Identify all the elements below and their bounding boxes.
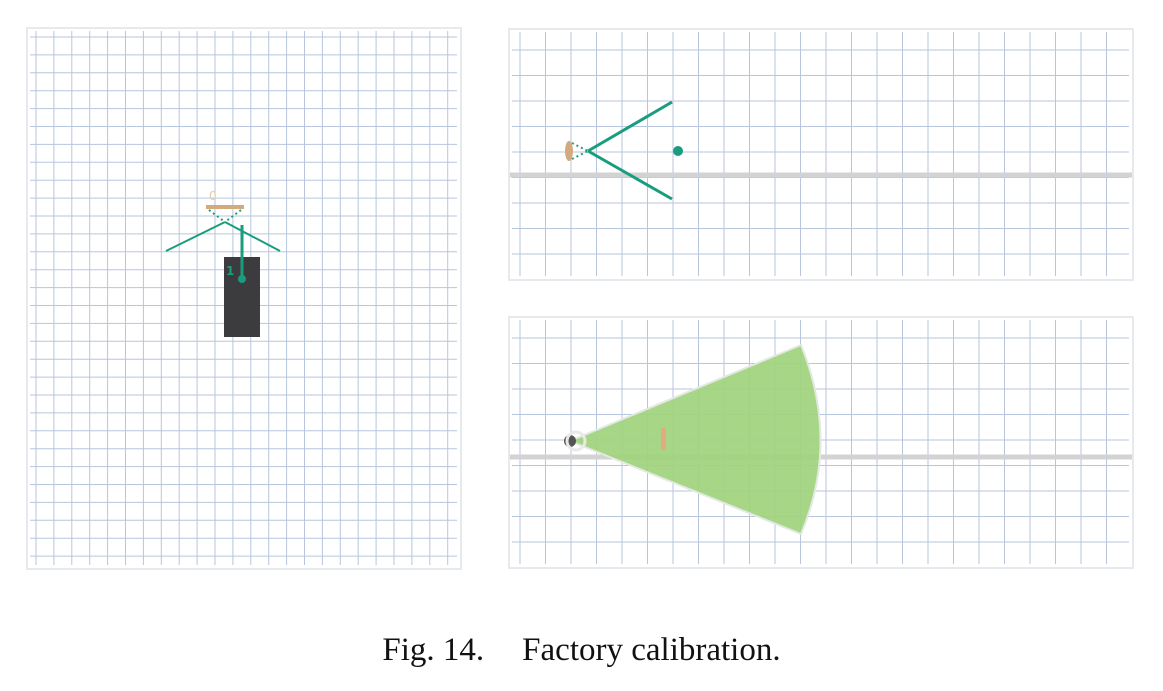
panel-top-view: 0 1: [26, 27, 462, 570]
grid-top-right: [512, 32, 1129, 276]
target-object: [661, 428, 666, 450]
fov-line-right: [224, 221, 281, 252]
sensor-bar: [206, 205, 244, 209]
dotted-ray-upper: [571, 142, 589, 152]
sensor-marker: [565, 141, 573, 161]
sensor-ring: [565, 430, 587, 452]
figure-caption: Fig. 14. Factory calibration.: [0, 632, 1163, 669]
fov-line-left: [165, 221, 226, 252]
camera-label: 1: [226, 264, 234, 278]
fov-line-upper: [587, 100, 673, 153]
panel-fov-view: [508, 316, 1134, 569]
camera-point: [238, 275, 246, 283]
panel-side-view: [508, 28, 1134, 281]
target-point: [673, 146, 683, 156]
fov-sector: [567, 343, 822, 536]
sensor-label: 0: [209, 189, 217, 203]
dotted-ray-right: [224, 209, 242, 223]
grid-canvas-bottom-right: [510, 320, 1132, 564]
grid-canvas-left: 0 1: [30, 31, 457, 565]
figure-caption-text: Factory calibration.: [522, 632, 781, 668]
grid-canvas-top-right: [510, 32, 1132, 276]
figure-number: Fig. 14.: [382, 632, 485, 668]
fov-line-lower: [587, 149, 673, 201]
dotted-ray-left: [208, 209, 226, 223]
